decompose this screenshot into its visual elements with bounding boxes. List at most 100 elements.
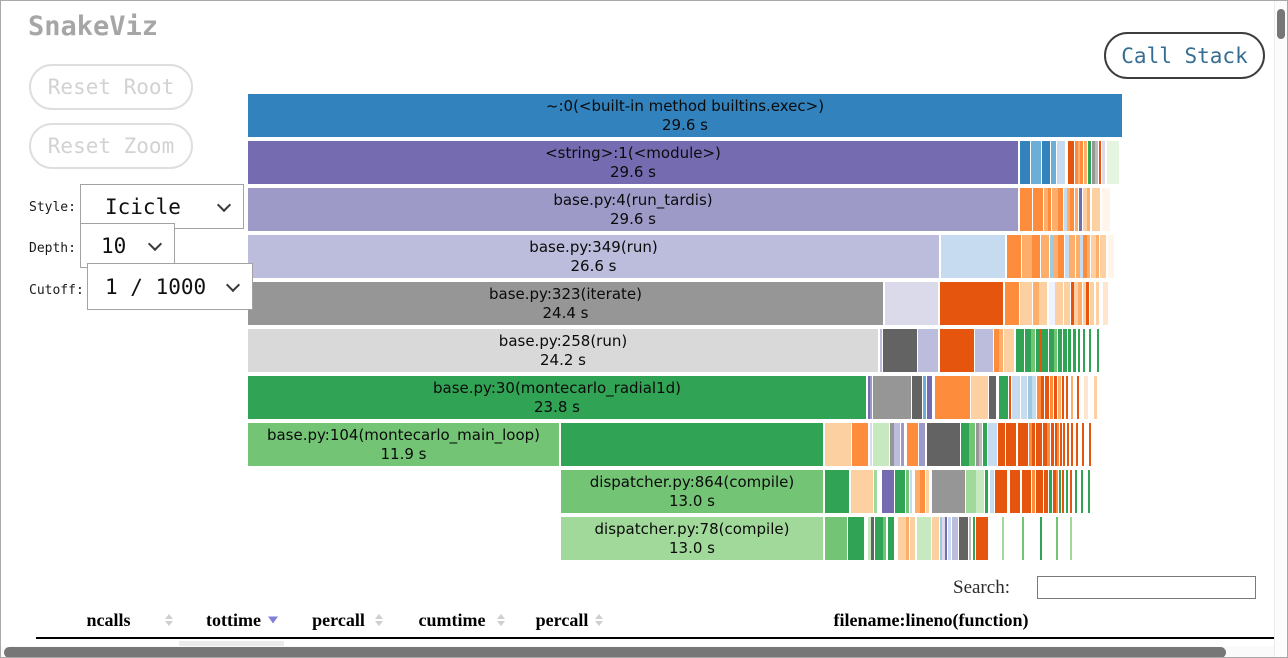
column-header-percall[interactable]: percall (286, 607, 391, 633)
call-frame-fragment[interactable] (1051, 141, 1056, 184)
call-frame-fragment[interactable] (1066, 376, 1068, 419)
call-frame-fragment[interactable] (883, 329, 917, 372)
call-frame-fragment[interactable] (1057, 423, 1059, 466)
call-frame-fragment[interactable] (1065, 235, 1069, 278)
call-frame-fragment[interactable] (1055, 282, 1063, 325)
call-frame-fragment[interactable] (852, 423, 868, 466)
call-frame-fragment[interactable] (1031, 141, 1041, 184)
call-frame-fragment[interactable] (983, 423, 987, 466)
call-frame[interactable]: dispatcher.py:78(compile) 13.0 s (561, 517, 823, 560)
call-frame-fragment[interactable] (874, 470, 877, 513)
call-frame-fragment[interactable] (825, 470, 849, 513)
column-header-percall[interactable]: percall (513, 607, 611, 633)
call-frame-fragment[interactable] (1007, 235, 1021, 278)
call-frame-fragment[interactable] (890, 423, 894, 466)
call-frame-fragment[interactable] (1079, 188, 1082, 231)
call-frame-fragment[interactable] (894, 423, 900, 466)
call-frame-fragment[interactable] (1107, 141, 1119, 184)
call-frame-fragment[interactable] (561, 423, 823, 466)
call-frame-fragment[interactable] (975, 329, 993, 372)
reset-zoom-button[interactable]: Reset Zoom (29, 123, 193, 169)
call-frame-fragment[interactable] (1054, 329, 1057, 372)
call-frame-fragment[interactable] (906, 517, 909, 560)
call-frame-fragment[interactable] (988, 423, 997, 466)
call-frame-fragment[interactable] (976, 423, 979, 466)
call-frame-fragment[interactable] (1096, 282, 1099, 325)
call-frame-fragment[interactable] (915, 470, 920, 513)
call-frame-fragment[interactable] (1078, 282, 1082, 325)
call-frame-fragment[interactable] (898, 517, 906, 560)
search-input[interactable] (1037, 576, 1256, 599)
call-frame-fragment[interactable] (873, 376, 911, 419)
call-frame-fragment[interactable] (1041, 376, 1044, 419)
call-frame-fragment[interactable] (1062, 376, 1064, 419)
call-frame-fragment[interactable] (1025, 329, 1031, 372)
call-frame-fragment[interactable] (1063, 329, 1067, 372)
call-frame-fragment[interactable] (1091, 235, 1096, 278)
call-frame-fragment[interactable] (1067, 423, 1069, 466)
call-frame-fragment[interactable] (1058, 188, 1063, 231)
call-frame-fragment[interactable] (1036, 470, 1043, 513)
call-frame-fragment[interactable] (1058, 376, 1061, 419)
call-frame-fragment[interactable] (994, 329, 999, 372)
call-frame-fragment[interactable] (920, 470, 925, 513)
call-frame-fragment[interactable] (888, 517, 894, 560)
call-frame-fragment[interactable] (1083, 282, 1086, 325)
call-frame-fragment[interactable] (1050, 235, 1053, 278)
call-frame-fragment[interactable] (1041, 235, 1049, 278)
call-frame-fragment[interactable] (1058, 329, 1062, 372)
call-frame-fragment[interactable] (868, 517, 871, 560)
call-frame-fragment[interactable] (1043, 423, 1047, 466)
cutoff-select[interactable]: 1 ∕ 1000 (87, 263, 253, 310)
call-frame-fragment[interactable] (1051, 423, 1054, 466)
call-frame-fragment[interactable] (1009, 376, 1011, 419)
call-frame-fragment[interactable] (1033, 188, 1043, 231)
call-frame-fragment[interactable] (1012, 376, 1020, 419)
call-frame-fragment[interactable] (1031, 329, 1035, 372)
call-frame-fragment[interactable] (1070, 517, 1072, 560)
call-frame-fragment[interactable] (1086, 282, 1089, 325)
call-frame-fragment[interactable] (912, 376, 922, 419)
call-frame-fragment[interactable] (969, 423, 975, 466)
call-frame-fragment[interactable] (1018, 423, 1028, 466)
column-header-tottime[interactable]: tottime (181, 607, 286, 633)
call-frame-fragment[interactable] (1033, 282, 1039, 325)
call-frame-fragment[interactable] (1068, 329, 1071, 372)
call-frame-fragment[interactable] (1028, 376, 1032, 419)
call-frame-fragment[interactable] (976, 470, 984, 513)
call-frame-fragment[interactable] (1050, 376, 1053, 419)
column-header-filename-lineno-function-[interactable]: filename:lineno(function) (611, 607, 1251, 633)
call-frame-fragment[interactable] (883, 517, 886, 560)
call-frame-fragment[interactable] (1089, 329, 1091, 372)
column-header-ncalls[interactable]: ncalls (36, 607, 181, 633)
call-frame-fragment[interactable] (973, 517, 975, 560)
call-frame-fragment[interactable] (1094, 376, 1097, 419)
call-frame-fragment[interactable] (1075, 188, 1078, 231)
call-frame-fragment[interactable] (1100, 235, 1106, 278)
call-frame-fragment[interactable] (1088, 470, 1090, 513)
call-stack-button[interactable]: Call Stack (1104, 32, 1265, 79)
call-frame-fragment[interactable] (1049, 470, 1052, 513)
call-frame-fragment[interactable] (1048, 188, 1051, 231)
call-frame-fragment[interactable] (952, 517, 958, 560)
call-frame-fragment[interactable] (1074, 282, 1078, 325)
call-frame-fragment[interactable] (1087, 235, 1090, 278)
call-frame-fragment[interactable] (976, 517, 988, 560)
call-frame-fragment[interactable] (1010, 470, 1020, 513)
call-frame-fragment[interactable] (959, 517, 968, 560)
call-frame-fragment[interactable] (927, 423, 960, 466)
call-frame-fragment[interactable] (1102, 188, 1110, 231)
call-frame-fragment[interactable] (870, 376, 872, 419)
call-frame-fragment[interactable] (880, 329, 882, 372)
call-frame-fragment[interactable] (1083, 329, 1085, 372)
call-frame-fragment[interactable] (1032, 423, 1035, 466)
call-frame[interactable]: base.py:349(run) 26.6 s (248, 235, 939, 278)
call-frame-fragment[interactable] (999, 329, 1003, 372)
call-frame-fragment[interactable] (1037, 376, 1041, 419)
call-frame-fragment[interactable] (1097, 329, 1099, 372)
call-frame-fragment[interactable] (1054, 376, 1057, 419)
horizontal-scrollbar-thumb[interactable] (4, 647, 1226, 657)
call-frame-fragment[interactable] (1044, 188, 1048, 231)
call-frame-fragment[interactable] (999, 376, 1008, 419)
call-frame-fragment[interactable] (1084, 376, 1088, 419)
